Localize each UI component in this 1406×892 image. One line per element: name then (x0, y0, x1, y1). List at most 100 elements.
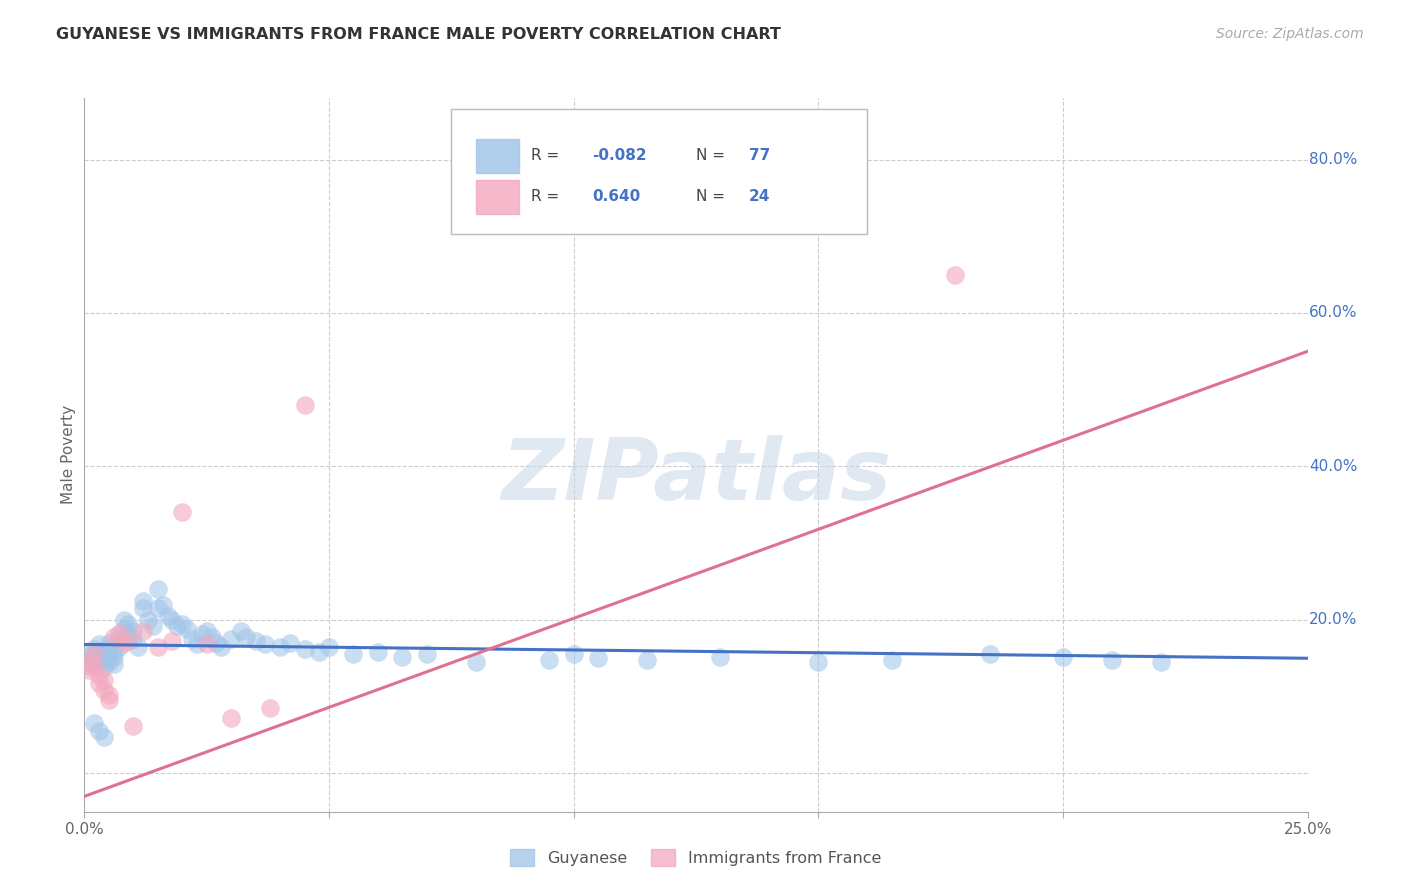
Point (146, 640, 169, 654)
Point (219, 711, 242, 725)
Point (87, 637, 110, 651)
Point (93, 683, 115, 698)
Text: 60.0%: 60.0% (1309, 305, 1357, 320)
Point (122, 632, 145, 646)
Point (209, 640, 232, 654)
Point (186, 637, 208, 651)
Point (416, 648, 439, 662)
Point (97, 688, 120, 702)
Point (103, 657, 125, 671)
Point (103, 649, 125, 664)
Point (87, 643, 110, 657)
Point (586, 651, 609, 665)
Point (97, 655, 120, 669)
Point (117, 626, 139, 640)
Point (318, 640, 340, 654)
Text: -0.082: -0.082 (592, 148, 647, 162)
Point (162, 613, 184, 627)
Text: 80.0%: 80.0% (1309, 152, 1357, 167)
FancyBboxPatch shape (475, 139, 519, 173)
Point (122, 624, 145, 639)
Point (93, 660, 115, 674)
Text: Source: ZipAtlas.com: Source: ZipAtlas.com (1216, 27, 1364, 41)
Point (709, 649, 731, 664)
Point (107, 640, 129, 654)
Point (103, 645, 125, 659)
Point (176, 622, 198, 636)
Legend: Guyanese, Immigrants from France: Guyanese, Immigrants from France (505, 843, 887, 872)
Point (166, 619, 188, 633)
Text: ZIPatlas: ZIPatlas (501, 434, 891, 518)
Text: R =: R = (531, 148, 564, 162)
Point (342, 648, 364, 662)
Point (146, 601, 169, 615)
Point (83, 642, 105, 657)
Text: R =: R = (531, 189, 569, 204)
Point (807, 655, 830, 669)
Point (254, 637, 277, 651)
Point (979, 648, 1001, 662)
Point (156, 609, 179, 624)
Y-axis label: Male Poverty: Male Poverty (60, 405, 76, 505)
Point (259, 701, 281, 715)
Point (308, 645, 330, 659)
Point (172, 506, 194, 520)
Point (87, 675, 110, 690)
Point (77, 659, 100, 673)
Point (391, 649, 413, 664)
Point (87, 648, 110, 662)
Point (219, 632, 242, 646)
Point (83, 648, 105, 662)
Point (87, 653, 110, 667)
Point (87, 724, 110, 739)
Point (195, 624, 218, 639)
Text: N =: N = (696, 148, 730, 162)
Point (152, 598, 174, 612)
Point (195, 637, 218, 651)
Point (136, 613, 159, 627)
Point (83, 659, 105, 673)
Point (172, 616, 194, 631)
Point (112, 613, 135, 627)
Point (77, 653, 100, 667)
Point (93, 730, 115, 744)
Point (278, 636, 301, 650)
Point (87, 668, 110, 682)
Point (1101, 653, 1123, 667)
Point (132, 593, 155, 607)
Point (562, 648, 585, 662)
Point (112, 636, 135, 650)
Point (107, 632, 129, 646)
Point (880, 653, 903, 667)
Point (943, 268, 966, 282)
Point (367, 645, 389, 659)
Point (77, 663, 100, 677)
Text: 40.0%: 40.0% (1309, 458, 1357, 474)
Point (1150, 655, 1173, 669)
FancyBboxPatch shape (475, 180, 519, 214)
Point (200, 630, 222, 644)
Point (132, 624, 155, 639)
Point (181, 632, 204, 646)
Point (97, 693, 120, 707)
Point (464, 655, 486, 669)
Point (205, 636, 228, 650)
Point (112, 622, 135, 636)
Point (269, 640, 291, 654)
Point (127, 640, 149, 654)
Point (83, 648, 105, 662)
Point (245, 634, 267, 648)
Point (107, 626, 129, 640)
FancyBboxPatch shape (451, 109, 868, 234)
Point (83, 716, 105, 731)
Point (77, 648, 100, 662)
Point (117, 616, 139, 631)
Point (229, 624, 252, 639)
Point (93, 649, 115, 664)
Point (132, 601, 155, 615)
Point (93, 655, 115, 669)
Point (77, 655, 100, 669)
Point (93, 673, 115, 687)
Text: 24: 24 (748, 189, 770, 204)
Point (1052, 649, 1074, 664)
